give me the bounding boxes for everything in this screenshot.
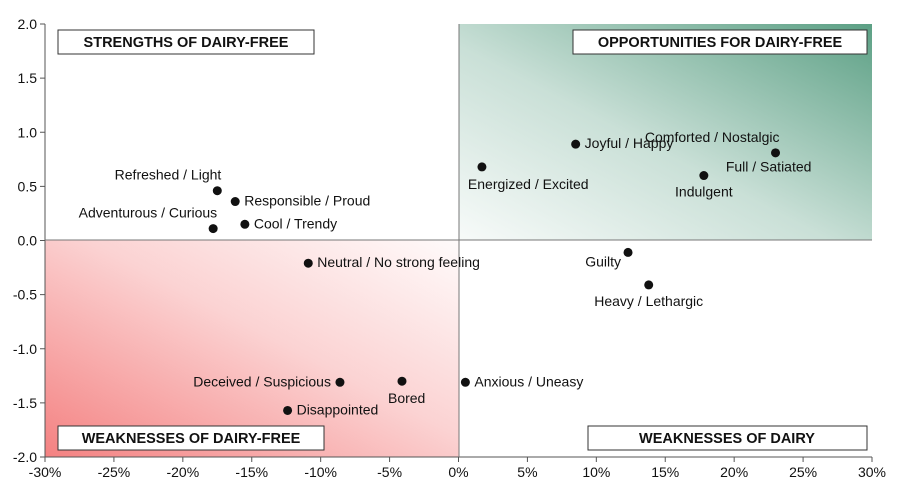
point-label: Adventurous / Curious (79, 205, 218, 221)
x-tick-label: 0% (448, 464, 468, 480)
point-label: Neutral / No strong feeling (317, 254, 480, 270)
quadrant-title-text: WEAKNESSES OF DAIRY (639, 431, 815, 447)
scatter-point (623, 247, 633, 257)
scatter-point (771, 148, 781, 158)
y-tick-label: -0.5 (13, 287, 37, 303)
scatter-point (397, 376, 407, 386)
quadrant-title-bottom-right: WEAKNESSES OF DAIRY (587, 425, 868, 451)
quadrant-title-text: WEAKNESSES OF DAIRY-FREE (82, 431, 301, 447)
quadrant-title-top-left: STRENGTHS OF DAIRY-FREE (57, 29, 315, 55)
y-tick-label: -1.0 (13, 341, 37, 357)
scatter-point (699, 171, 709, 181)
quadrant-title-text: STRENGTHS OF DAIRY-FREE (84, 35, 289, 51)
scatter-point (240, 219, 250, 229)
scatter-point (283, 405, 293, 415)
x-tick-label: -20% (166, 464, 199, 480)
x-tick-label: 20% (720, 464, 748, 480)
point-label: Deceived / Suspicious (193, 373, 331, 389)
x-tick-label: -10% (304, 464, 337, 480)
scatter-point (230, 197, 240, 207)
data-points: Refreshed / Light Responsible / Proud Adve… (79, 129, 812, 418)
y-tick-labels: 2.0 1.5 1.0 0.5 0.0 -0.5 -1.0 -1.5 -2.0 (13, 16, 45, 465)
x-tick-label: 30% (858, 464, 886, 480)
quadrant-bg-top-right (459, 24, 872, 240)
quadrant-title-box (587, 425, 868, 451)
x-tick-label: -25% (98, 464, 131, 480)
x-tick-label: 15% (651, 464, 679, 480)
x-tick-label: -5% (377, 464, 402, 480)
point-label: Heavy / Lethargic (594, 293, 703, 309)
quadrant-title-top-right: OPPORTUNITIES FOR DAIRY-FREE (572, 29, 868, 55)
point-label: Responsible / Proud (244, 193, 370, 209)
point-label: Joyful / Happy (585, 135, 674, 151)
y-tick-label: 0.5 (18, 178, 38, 194)
point-label: Disappointed (297, 401, 379, 417)
point-label: Indulgent (675, 184, 733, 200)
point-label: Energized / Excited (468, 176, 589, 192)
point-label: Bored (388, 390, 425, 406)
quadrant-bg-bottom-left (45, 240, 459, 457)
point-label: Comforted / Nostalgic (645, 129, 780, 145)
scatter-point (303, 258, 313, 268)
y-tick-label: 1.5 (18, 70, 38, 86)
scatter-point (460, 377, 470, 387)
point-label: Anxious / Uneasy (474, 373, 583, 389)
x-tick-label: 10% (582, 464, 610, 480)
quadrant-title-text: OPPORTUNITIES FOR DAIRY-FREE (598, 35, 843, 51)
x-tick-label: 5% (517, 464, 537, 480)
x-tick-label: -30% (29, 464, 62, 480)
scatter-point (644, 280, 654, 290)
point-label: Cool / Trendy (254, 215, 337, 231)
y-tick-label: 0.0 (18, 233, 38, 249)
y-tick-label: 2.0 (18, 16, 38, 32)
y-tick-label: -2.0 (13, 449, 37, 465)
point-label: Refreshed / Light (115, 167, 222, 183)
scatter-point (212, 186, 222, 196)
x-tick-label: -15% (235, 464, 268, 480)
quadrant-title-box (57, 425, 325, 451)
scatter-point (477, 162, 487, 172)
quadrant-title-bottom-left: WEAKNESSES OF DAIRY-FREE (57, 425, 325, 451)
x-tick-label: 25% (789, 464, 817, 480)
quadrant-title-box (572, 29, 868, 55)
y-tick-label: 1.0 (18, 124, 38, 140)
quadrant-title-box (57, 29, 315, 55)
scatter-point (335, 377, 345, 387)
point-label: Full / Satiated (726, 159, 812, 175)
scatter-point (208, 224, 218, 234)
y-tick-label: -1.5 (13, 395, 37, 411)
x-tick-labels: -30% -25% -20% -15% -10% -5% 0% 5% 10% 15% 20% 25% 3… (29, 457, 886, 480)
scatter-point (571, 139, 581, 149)
point-label: Guilty (585, 253, 621, 269)
